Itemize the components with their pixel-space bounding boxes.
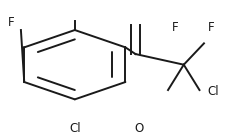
Text: Cl: Cl [206, 85, 218, 98]
Text: F: F [171, 21, 177, 34]
Text: F: F [7, 15, 14, 28]
Text: Cl: Cl [69, 122, 80, 135]
Text: F: F [207, 21, 213, 34]
Text: O: O [134, 122, 143, 135]
